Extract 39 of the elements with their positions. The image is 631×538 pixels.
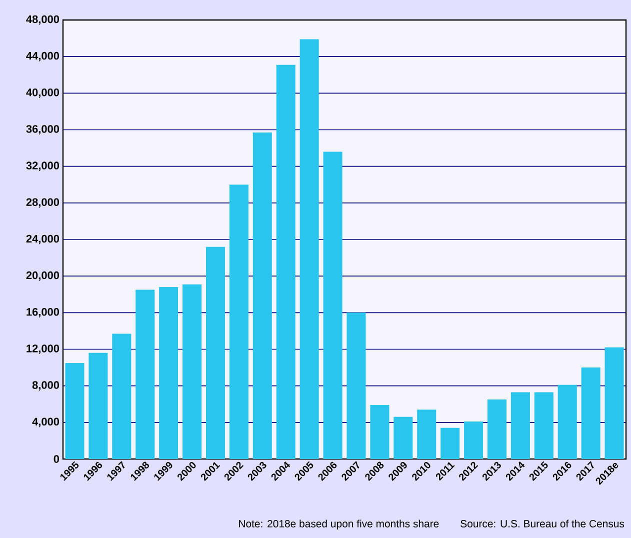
bar xyxy=(159,287,178,459)
y-tick-label: 16,000 xyxy=(26,308,60,318)
y-tick-label: 4,000 xyxy=(32,418,60,428)
bar xyxy=(229,184,248,459)
bar xyxy=(182,284,202,459)
bar xyxy=(487,400,506,459)
y-tick-label: 44,000 xyxy=(26,52,60,62)
y-tick-label: 36,000 xyxy=(26,125,60,134)
text: Note: 2018e based upon five months share xyxy=(239,520,439,530)
bar xyxy=(65,362,84,459)
y-tick-label: 28,000 xyxy=(26,198,60,208)
bar xyxy=(440,428,460,459)
bar xyxy=(464,422,484,459)
bar xyxy=(346,312,366,459)
bar xyxy=(206,246,225,459)
bar xyxy=(136,290,155,459)
bar xyxy=(534,392,554,459)
bar xyxy=(370,405,390,459)
bar xyxy=(510,392,530,459)
bar xyxy=(300,39,319,459)
y-tick-label: 20,000 xyxy=(26,271,60,281)
y-tick-label: 8,000 xyxy=(32,381,60,391)
y-tick-label: 0 xyxy=(54,455,60,463)
bar xyxy=(394,416,413,459)
bar xyxy=(112,334,132,459)
bar xyxy=(252,132,272,459)
bar xyxy=(417,410,436,459)
bar xyxy=(558,384,577,459)
bar xyxy=(88,352,108,459)
source-note: Source: U.S. Bureau of the Census xyxy=(460,520,624,528)
y-tick-label: 12,000 xyxy=(26,344,60,354)
y-tick-label: 48,000 xyxy=(26,15,60,25)
y-tick-label: 40,000 xyxy=(26,88,60,98)
bar xyxy=(581,368,600,459)
bar xyxy=(323,152,342,459)
bar xyxy=(276,64,296,459)
bar xyxy=(604,347,624,459)
y-tick-label: 24,000 xyxy=(26,234,60,244)
y-tick-label: 32,000 xyxy=(26,162,60,172)
